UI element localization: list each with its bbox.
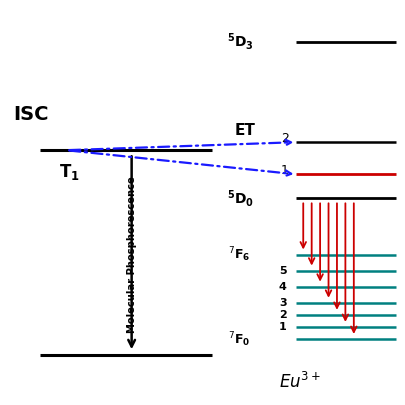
Text: $\mathbf{T_1}$: $\mathbf{T_1}$: [59, 162, 80, 182]
Text: $^7\mathbf{F_0}$: $^7\mathbf{F_0}$: [228, 330, 250, 349]
Text: 4: 4: [279, 282, 287, 292]
Text: 3: 3: [279, 298, 287, 308]
Text: 2: 2: [281, 132, 289, 145]
Text: 1: 1: [279, 322, 287, 332]
Text: $Eu^{3+}$: $Eu^{3+}$: [279, 371, 321, 392]
Text: $^{\mathbf{5}}$$\mathbf{D_0}$: $^{\mathbf{5}}$$\mathbf{D_0}$: [227, 188, 254, 209]
Text: $^{\mathbf{5}}$$\mathbf{D_3}$: $^{\mathbf{5}}$$\mathbf{D_3}$: [227, 31, 254, 52]
Text: $^7\mathbf{F_6}$: $^7\mathbf{F_6}$: [228, 245, 250, 264]
Text: 1: 1: [281, 164, 289, 177]
Text: ISC: ISC: [13, 104, 48, 124]
Text: Molecular Phosphorescence: Molecular Phosphorescence: [127, 177, 136, 333]
Text: 5: 5: [279, 266, 287, 276]
Text: ET: ET: [235, 123, 256, 138]
Text: 2: 2: [279, 310, 287, 320]
